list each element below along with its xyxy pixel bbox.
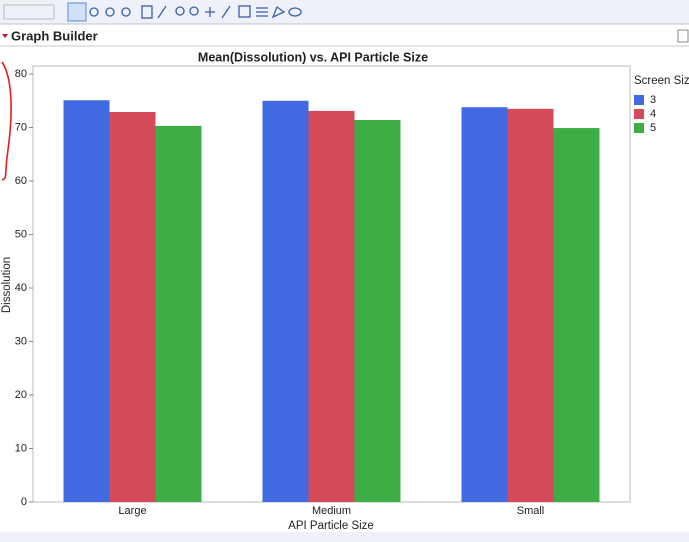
legend-label: 4 <box>650 108 656 120</box>
y-axis-label: Dissolution <box>1 257 13 313</box>
polygon-tool[interactable] <box>271 5 286 19</box>
list-tool[interactable] <box>256 7 268 17</box>
y-tick-label: 60 <box>15 175 27 187</box>
y-tick-label: 0 <box>21 496 27 508</box>
help-tool[interactable] <box>89 7 99 17</box>
x-tick-label: Small <box>517 505 545 517</box>
y-tick-label: 80 <box>15 68 27 80</box>
crosshair-plus[interactable] <box>205 7 215 17</box>
selection-tool[interactable] <box>105 7 115 17</box>
y-tick-label: 10 <box>15 442 27 454</box>
bar <box>553 128 600 502</box>
bar <box>262 100 309 502</box>
legend-title: Screen Size <box>634 75 689 87</box>
bar <box>63 100 110 502</box>
text-tool[interactable] <box>238 5 251 18</box>
bar <box>155 125 202 502</box>
arrow-tool[interactable] <box>67 2 87 22</box>
line-tool[interactable] <box>221 5 231 19</box>
y-tick-label: 70 <box>15 121 27 133</box>
bar <box>354 120 401 503</box>
y-tick-label: 50 <box>15 228 27 240</box>
zoom-tool[interactable] <box>189 6 199 16</box>
toolbar-buttons[interactable] <box>3 2 302 22</box>
status-bar <box>0 532 689 542</box>
bar <box>507 108 554 502</box>
x-tick-label: Medium <box>312 505 351 517</box>
toolbar <box>0 0 689 24</box>
disabled-buttons <box>3 4 55 20</box>
chart-title: Mean(Dissolution) vs. API Particle Size <box>198 50 428 64</box>
hand-tool[interactable] <box>141 5 153 19</box>
brush-tool[interactable] <box>157 5 167 19</box>
legend-swatch <box>634 95 644 105</box>
ellipse-tool[interactable] <box>288 7 302 17</box>
crosshair-tool[interactable] <box>121 7 131 17</box>
bar <box>109 112 156 503</box>
legend-label: 3 <box>650 94 656 106</box>
x-axis-label: API Particle Size <box>288 520 374 532</box>
legend-swatch <box>634 109 644 119</box>
y-tick-label: 30 <box>15 335 27 347</box>
y-tick-label: 40 <box>15 282 27 294</box>
legend-label: 5 <box>650 122 656 134</box>
window-header: Graph Builder <box>11 28 98 43</box>
x-tick-label: Large <box>118 505 146 517</box>
bar <box>308 110 355 502</box>
lasso-tool[interactable] <box>175 6 185 16</box>
legend-swatch <box>634 123 644 133</box>
y-tick-label: 20 <box>15 389 27 401</box>
red-triangle-menu[interactable] <box>2 34 8 38</box>
side-button[interactable] <box>677 29 689 43</box>
annotation-curve <box>1 61 12 181</box>
bar <box>461 107 508 503</box>
